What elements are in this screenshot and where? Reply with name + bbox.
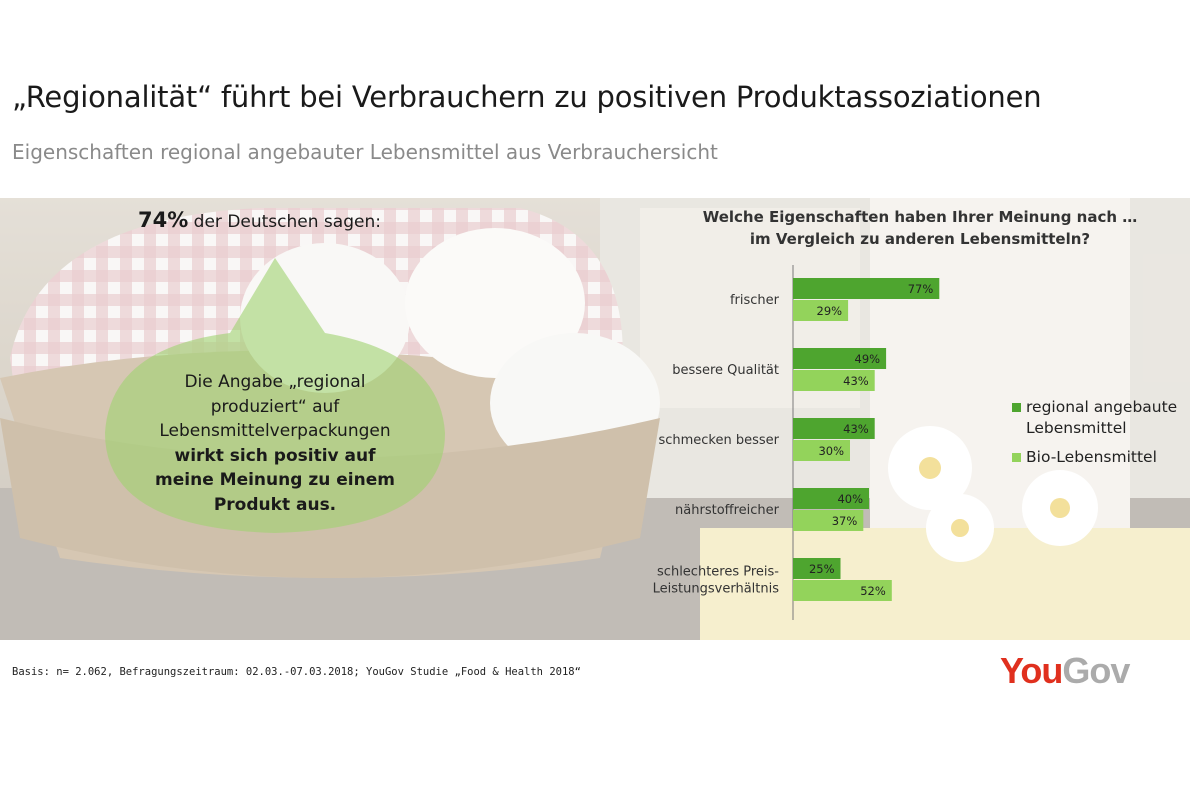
legend-item-bio: Bio-Lebensmittel [1012,447,1190,468]
legend-label: regional angebaute [1026,398,1178,416]
bubble-line: produziert“ auf [210,396,340,417]
headline: 74% der Deutschen sagen: [138,208,408,232]
bubble-line: meine Meinung zu einem [155,470,395,490]
chart-question-line: im Vergleich zu anderen Lebensmitteln? [749,230,1091,248]
page-title: „Regionalität“ führt bei Verbrauchern zu… [12,80,1042,114]
legend-swatch-bio [1012,453,1021,462]
bar-regional [793,488,869,509]
headline-text: der Deutschen sagen: [188,212,381,232]
chart-question: Welche Eigenschaften haben Ihrer Meinung… [660,206,1180,250]
legend-label: Lebensmittel [1026,419,1127,437]
background-photo [0,198,1190,640]
data-label: 77% [908,282,934,296]
category-label: Leistungsverhältnis [653,582,780,597]
bar-bio [793,370,875,391]
yougov-logo: YouGov [1000,650,1130,692]
logo-gov: Gov [1062,650,1130,691]
data-label: 29% [817,304,843,318]
category-label: frischer [730,293,780,308]
page-subtitle: Eigenschaften regional angebauter Lebens… [12,140,718,164]
legend-item-regional: regional angebaute Lebensmittel [1012,397,1190,439]
bar-bio [793,300,849,321]
footer-basis: Basis: n= 2.062, Befragungszeitraum: 02.… [12,666,581,678]
bar-regional [793,348,887,369]
bar-regional [793,558,841,579]
speech-bubble [105,258,445,533]
bar-regional [793,278,940,299]
headline-percent: 74% [138,208,189,232]
data-label: 43% [843,374,869,388]
category-label: schlechteres Preis- [657,565,779,580]
logo-you: You [1000,650,1063,691]
data-label: 52% [860,584,886,598]
data-label: 37% [832,514,858,528]
bubble-line: wirkt sich positiv auf [174,445,376,466]
bar-bio [793,440,850,461]
category-label: bessere Qualität [672,363,779,378]
data-label: 25% [809,562,835,576]
bar-chart: frischer 77% 29% bessere Qualität 49% 43% schm… [653,265,940,620]
bar-regional [793,418,875,439]
chart-question-line: Welche Eigenschaften haben Ihrer Meinung… [702,208,1138,226]
legend-swatch-regional [1012,403,1021,412]
bubble-line: Lebensmittelverpackungen [159,421,391,441]
legend-label: Bio-Lebensmittel [1026,448,1157,466]
data-label: 40% [837,492,863,506]
chart-legend: regional angebaute Lebensmittel Bio-Lebe… [1012,397,1190,476]
data-label: 43% [843,422,869,436]
bubble-line: Produkt aus. [213,494,337,515]
category-label: schmecken besser [658,433,779,448]
bubble-line: Die Angabe „regional [184,372,366,392]
data-label: 49% [855,352,881,366]
data-label: 30% [818,444,844,458]
bar-bio [793,510,864,531]
bar-bio [793,580,892,601]
category-label: nährstoffreicher [675,503,780,518]
bubble-text: Die Angabe „regional produziert“ auf Leb… [150,370,400,517]
